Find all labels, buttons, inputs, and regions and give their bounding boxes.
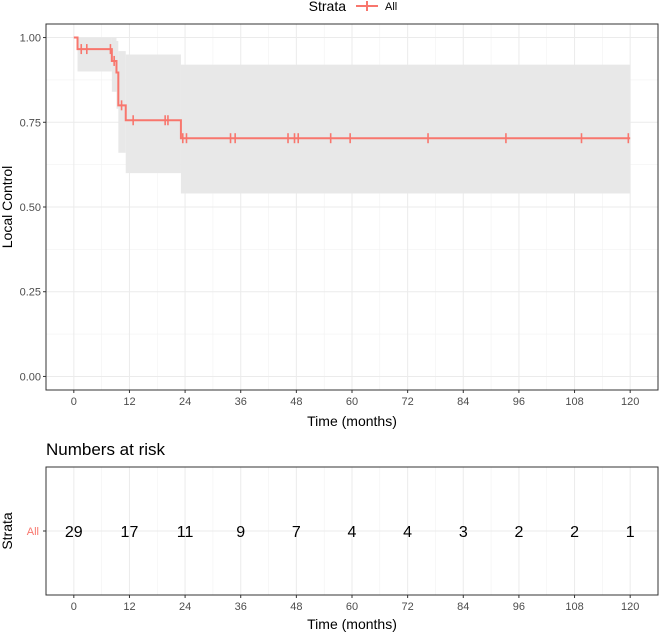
- km-y-tick-label: 0.25: [20, 287, 41, 299]
- risk-value: 11: [177, 524, 194, 541]
- km-x-tick-label: 36: [235, 396, 247, 408]
- risk-value: 29: [65, 524, 83, 541]
- km-x-tick-label: 48: [290, 396, 302, 408]
- km-censor-marks: [80, 44, 630, 144]
- km-x-tick-label: 108: [565, 396, 583, 408]
- risk-x-tick-label: 24: [179, 601, 191, 613]
- risk-x-tick-label: 48: [290, 601, 302, 613]
- risk-x-tick-label: 60: [346, 601, 358, 613]
- risk-value: 4: [403, 524, 412, 541]
- km-y-tick-label: 1.00: [20, 33, 41, 45]
- legend: Strata All: [309, 0, 398, 14]
- risk-table: Numbers at risk 29 17 11 9 7 4 4 3 2 2 1 0 12 24 36 48…: [0, 440, 659, 632]
- km-ci-segment: [125, 54, 181, 174]
- risk-value: 4: [348, 524, 357, 541]
- risk-value: 17: [121, 524, 139, 541]
- risk-value: 2: [570, 524, 579, 541]
- km-plot: 0 12 24 36 48 60 72 84 96 108 120 0.00 0.25 0.50 0.75…: [0, 23, 659, 429]
- km-y-tick-label: 0.00: [20, 371, 41, 383]
- km-y-tick-label: 0.75: [20, 117, 41, 129]
- km-x-tick-label: 84: [457, 396, 469, 408]
- km-x-tick-label: 24: [179, 396, 191, 408]
- km-x-tick-label: 72: [402, 396, 414, 408]
- km-x-tick-label: 60: [346, 396, 358, 408]
- km-ci-segment: [180, 64, 631, 194]
- km-x-axis: 0 12 24 36 48 60 72 84 96 108 120: [71, 390, 639, 408]
- risk-x-tick-label: 12: [123, 601, 135, 613]
- risk-x-tick-label: 36: [235, 601, 247, 613]
- risk-y-axis-title: Strata: [0, 512, 15, 550]
- risk-grid: [46, 467, 658, 595]
- risk-value: 1: [626, 524, 635, 541]
- risk-value: 2: [514, 524, 523, 541]
- risk-x-tick-label: 0: [71, 601, 77, 613]
- km-x-tick-label: 0: [71, 396, 77, 408]
- km-x-axis-title: Time (months): [307, 413, 397, 429]
- risk-x-tick-label: 84: [457, 601, 469, 613]
- risk-values: 29 17 11 9 7 4 4 3 2 2 1: [65, 524, 635, 541]
- risk-table-title: Numbers at risk: [46, 440, 166, 459]
- km-x-tick-label: 96: [513, 396, 525, 408]
- risk-x-tick-label: 96: [513, 601, 525, 613]
- km-x-tick-label: 120: [621, 396, 639, 408]
- legend-entry-all: All: [385, 1, 397, 13]
- km-y-axis: 0.00 0.25 0.50 0.75 1.00: [20, 33, 46, 383]
- risk-x-axis-title: Time (months): [307, 616, 397, 632]
- km-curve-all: [73, 36, 631, 140]
- km-ci-segment: [77, 37, 112, 72]
- risk-x-axis: 0 12 24 36 48 60 72 84 96 108 120: [71, 595, 639, 613]
- risk-x-tick-label: 108: [565, 601, 583, 613]
- risk-value: 9: [236, 524, 245, 541]
- km-y-axis-title: Local Control: [0, 166, 15, 249]
- risk-x-tick-label: 120: [621, 601, 639, 613]
- km-y-tick-label: 0.50: [20, 202, 41, 214]
- legend-title: Strata: [309, 0, 347, 14]
- risk-row-label-all: All: [27, 526, 39, 538]
- risk-value: 7: [292, 524, 301, 541]
- km-x-tick-label: 12: [123, 396, 135, 408]
- risk-value: 3: [459, 524, 468, 541]
- risk-x-tick-label: 72: [402, 601, 414, 613]
